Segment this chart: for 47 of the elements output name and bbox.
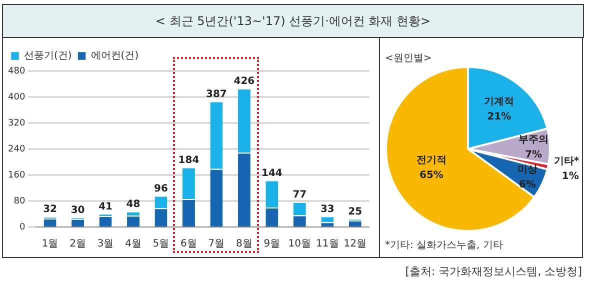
total-label: 30 <box>70 204 85 216</box>
y-tick-label: 160 <box>8 170 26 180</box>
total-label: 144 <box>261 168 282 179</box>
x-tick-label: 11월 <box>316 238 339 250</box>
text: [출처: 국가화재정보시스템, 소방청] <box>405 264 582 279</box>
x-tick-label: 5월 <box>152 238 170 250</box>
slice-label: 미상 <box>517 164 538 176</box>
total-label: 33 <box>320 204 334 215</box>
data-label: 7% <box>525 150 542 161</box>
x-tick-label: 9월 <box>264 238 280 250</box>
total-label: 25 <box>348 206 362 218</box>
total-label: 426 <box>234 76 255 88</box>
y-tick-label: 240 <box>8 144 26 154</box>
total-label: 387 <box>206 88 227 100</box>
chart-title: < 최근 5년간('13~'17) 선풍기·에어컨 화재 현황> <box>155 12 431 30</box>
x-tick-label: 4월 <box>125 238 142 250</box>
legend-label: 선풍기(건) <box>24 50 72 62</box>
x-tick-label: 8월 <box>236 238 252 250</box>
x-tick-label: 1월 <box>42 238 58 250</box>
y-tick-label: 0 <box>19 222 26 232</box>
data-label: 65% <box>420 170 444 182</box>
legend-label: 에어컨(건) <box>90 50 139 62</box>
slice-label: 기타* <box>554 156 580 167</box>
y-tick-label: 80 <box>14 196 26 206</box>
x-tick-label: 2월 <box>70 238 86 250</box>
slice-label: 전기적 <box>416 155 446 166</box>
x-tick-label: 6월 <box>180 238 197 250</box>
x-tick-label: 3월 <box>97 238 114 250</box>
y-tick-label: 400 <box>8 92 26 102</box>
y-tick-label: 480 <box>8 66 26 76</box>
y-tick-label: 320 <box>8 118 26 128</box>
slice-label: 기계적 <box>484 96 514 108</box>
total-label: 96 <box>154 183 168 194</box>
total-label: 32 <box>43 204 58 216</box>
text: *기타: 실화가스누출, 기타 <box>385 239 503 252</box>
total-label: 48 <box>126 198 140 210</box>
slice-label: 부주의 <box>518 134 549 146</box>
data-label: 21% <box>487 111 512 122</box>
x-tick-label: 7월 <box>208 238 225 250</box>
x-tick-label: 10월 <box>288 238 312 250</box>
total-label: 77 <box>292 190 307 201</box>
total-label: 41 <box>98 201 113 212</box>
x-tick-label: 12월 <box>344 238 366 250</box>
total-label: 184 <box>178 154 200 166</box>
chart-subtitle: <원인별> <box>385 52 432 65</box>
data-label: 6% <box>518 180 536 191</box>
data-label: 1% <box>562 170 579 182</box>
